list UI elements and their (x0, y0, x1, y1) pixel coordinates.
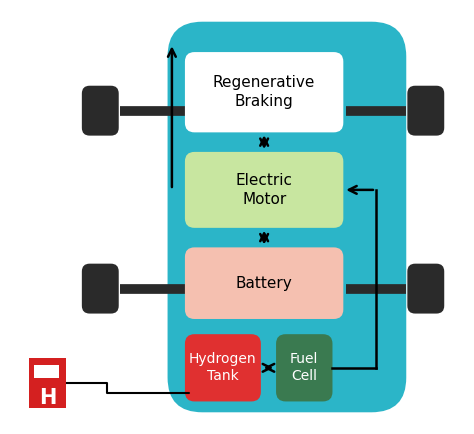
FancyBboxPatch shape (185, 247, 343, 319)
FancyBboxPatch shape (185, 152, 343, 228)
FancyBboxPatch shape (407, 263, 444, 313)
FancyBboxPatch shape (82, 86, 118, 135)
Text: H: H (39, 388, 56, 408)
Text: Electric
Motor: Electric Motor (236, 173, 292, 207)
FancyBboxPatch shape (185, 334, 261, 401)
Text: Fuel
Cell: Fuel Cell (290, 352, 319, 384)
FancyBboxPatch shape (185, 52, 343, 132)
FancyBboxPatch shape (407, 86, 444, 135)
FancyBboxPatch shape (168, 22, 406, 412)
FancyBboxPatch shape (276, 334, 332, 401)
Text: Hydrogen
Tank: Hydrogen Tank (189, 352, 257, 384)
FancyBboxPatch shape (82, 263, 118, 313)
Bar (34, 365, 60, 378)
Text: Regenerative
Braking: Regenerative Braking (213, 76, 315, 109)
FancyBboxPatch shape (29, 358, 65, 408)
Text: Battery: Battery (236, 276, 292, 291)
